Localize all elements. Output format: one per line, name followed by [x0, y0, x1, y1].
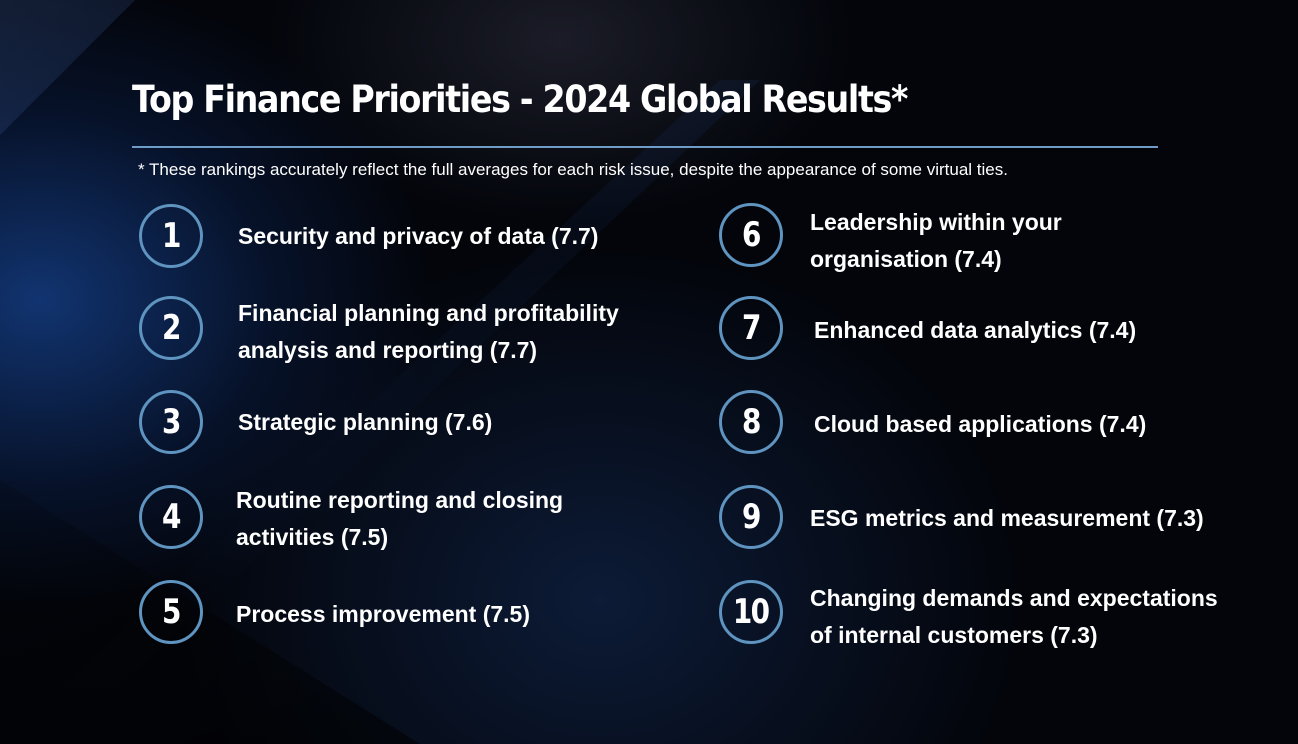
rank-badge: 3 [139, 390, 203, 454]
priority-label: Process improvement (7.5) [236, 601, 531, 627]
footnote: * These rankings accurately reflect the … [138, 160, 1008, 179]
rank-badge: 7 [719, 296, 783, 360]
rank-badge: 10 [719, 580, 783, 644]
priority-label: Enhanced data analytics (7.4) [814, 317, 1137, 343]
rank-badge: 5 [139, 580, 203, 644]
page-title: Top Finance Priorities - 2024 Global Res… [132, 78, 908, 121]
rank-badge: 1 [139, 204, 203, 268]
priority-label: ESG metrics and measurement (7.3) [810, 505, 1204, 531]
priority-label: Financial planning and profitability ana… [238, 300, 619, 363]
priority-label: Routine reporting and closing activities… [236, 487, 564, 550]
priority-label: Cloud based applications (7.4) [814, 411, 1147, 437]
rank-badge: 4 [139, 485, 203, 549]
priority-label: Security and privacy of data (7.7) [238, 223, 599, 249]
priority-label: Changing demands and expectations of int… [810, 585, 1218, 648]
rank-badge: 6 [719, 203, 783, 267]
rank-badge: 9 [719, 485, 783, 549]
rank-badge: 2 [139, 296, 203, 360]
rank-badge: 8 [719, 390, 783, 454]
title-divider [132, 146, 1158, 148]
priority-label: Leadership within your organisation (7.4… [810, 209, 1062, 272]
priority-label: Strategic planning (7.6) [238, 409, 493, 435]
